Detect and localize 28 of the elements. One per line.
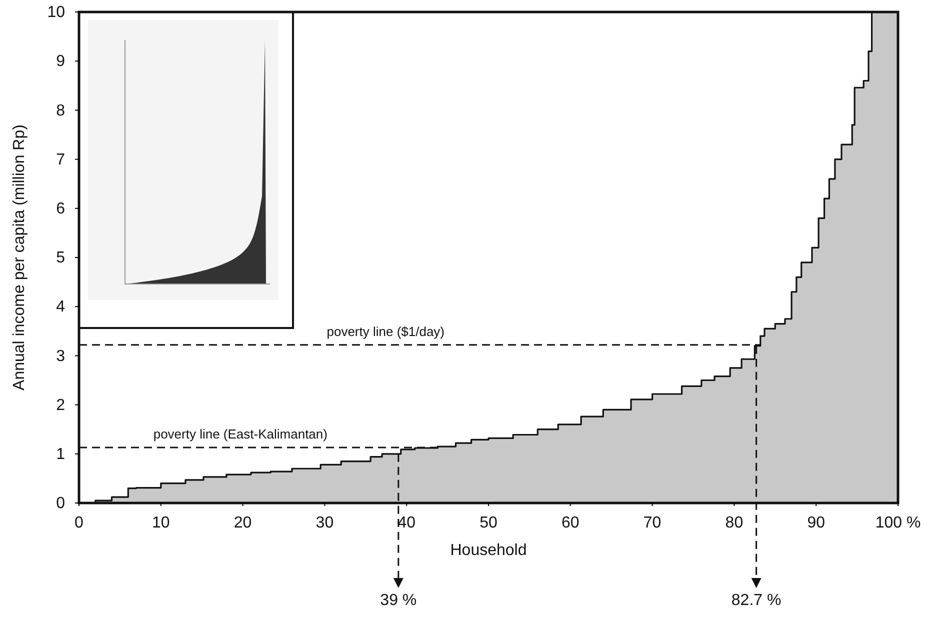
- x-tick-label: 40: [398, 514, 416, 532]
- ref-line-label: 39 %: [380, 592, 417, 609]
- y-tick-label: 0: [56, 495, 66, 512]
- x-tick-label: 0: [74, 514, 84, 532]
- ref-line-label: 82.7 %: [731, 592, 782, 609]
- ref-line-label: poverty line ($1/day): [326, 324, 445, 339]
- y-tick-label: 4: [56, 298, 66, 316]
- x-tick-label: 10: [152, 514, 170, 532]
- x-tick-label: 20: [234, 514, 252, 532]
- y-tick-label: 3: [56, 348, 66, 365]
- x-tick-label: 30: [316, 514, 334, 532]
- y-tick-label: 7: [56, 151, 66, 168]
- x-tick-label: 90: [807, 514, 826, 532]
- y-tick-label: 2: [56, 396, 66, 414]
- x-tick-label: 50: [480, 514, 498, 532]
- y-axis-title: Annual income per capita (million Rp): [11, 124, 28, 390]
- y-tick-label: 5: [56, 250, 66, 267]
- y-tick-label: 8: [56, 102, 66, 120]
- y-tick-label: 9: [56, 53, 66, 70]
- ref-line-label: poverty line (East-Kalimantan): [153, 426, 328, 442]
- y-tick-label: 6: [56, 200, 66, 218]
- x-tick-label: 80: [725, 514, 744, 532]
- x-tick-label: 60: [562, 514, 580, 532]
- y-tick-label: 10: [47, 4, 66, 22]
- y-tick-label: 1: [56, 446, 66, 464]
- x-tick-label: 100 %: [875, 514, 921, 532]
- x-axis-title: Household: [450, 542, 527, 559]
- x-tick-label: 70: [643, 514, 662, 532]
